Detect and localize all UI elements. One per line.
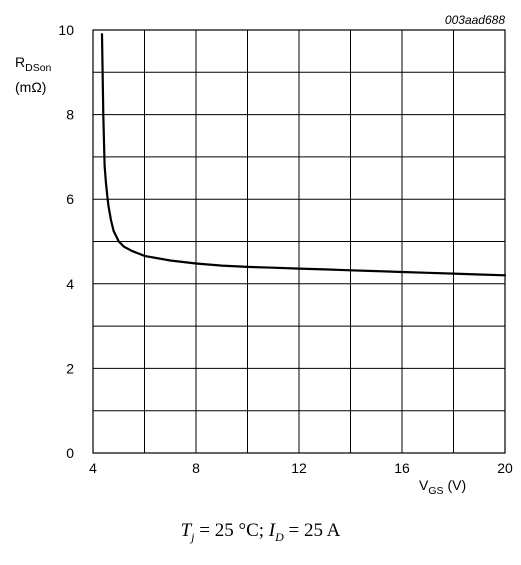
y-axis-unit: (mΩ) <box>15 79 46 95</box>
x-axis-label: VGS (V) <box>419 477 466 497</box>
tj-subscript: j <box>191 529 195 544</box>
grid <box>93 30 505 453</box>
rdson-curve <box>100 33 507 277</box>
y-tick-label: 2 <box>66 360 74 376</box>
id-value: = 25 A <box>283 520 341 541</box>
plot-frame <box>92 29 506 454</box>
x-tick-label: 20 <box>497 460 513 476</box>
y-tick-label: 0 <box>66 445 74 461</box>
tj-symbol: T <box>180 520 192 541</box>
x-tick-labels: 4 8 12 16 20 <box>89 460 513 476</box>
figure-reference-code: 003aad688 <box>445 13 505 27</box>
y-tick-label: 8 <box>66 107 74 123</box>
x-tick-label: 16 <box>394 460 410 476</box>
y-axis-label: RDSon <box>15 54 52 74</box>
y-tick-label: 4 <box>66 276 74 292</box>
y-tick-label: 10 <box>58 22 74 38</box>
x-tick-label: 8 <box>192 460 200 476</box>
y-tick-label: 6 <box>66 191 74 207</box>
x-tick-label: 4 <box>89 460 97 476</box>
x-tick-label: 12 <box>291 460 307 476</box>
test-conditions-caption: Tj = 25 °C; ID = 25 A <box>0 520 521 545</box>
y-tick-labels: 0 2 4 6 8 10 <box>58 22 74 461</box>
id-symbol: I <box>268 520 276 541</box>
tj-value: = 25 °C; <box>194 520 269 541</box>
id-subscript: D <box>275 529 284 544</box>
